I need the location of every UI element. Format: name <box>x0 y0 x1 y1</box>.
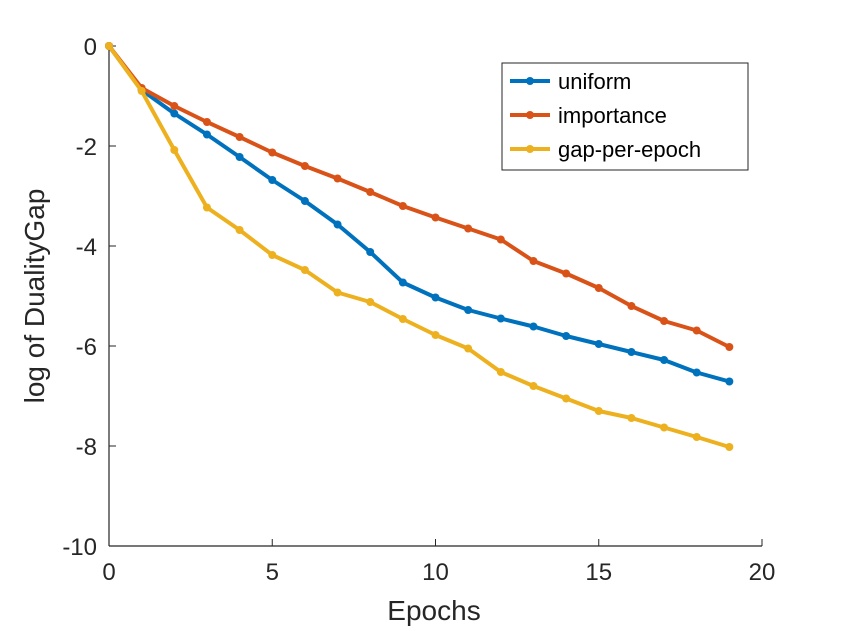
data-point-uniform <box>235 153 244 161</box>
data-point-importance <box>725 343 734 351</box>
x-axis-title: Epochs <box>387 595 480 626</box>
x-tick-label: 10 <box>422 559 449 586</box>
data-point-gap-per-epoch <box>627 414 636 422</box>
data-point-importance <box>692 326 701 335</box>
data-point-gap-per-epoch <box>529 382 538 390</box>
legend-marker <box>526 77 534 85</box>
data-point-uniform <box>300 197 309 205</box>
x-tick-label: 0 <box>102 559 115 586</box>
data-point-importance <box>300 162 309 170</box>
data-point-uniform <box>725 377 734 386</box>
series-line-importance <box>107 44 731 349</box>
data-point-importance <box>431 213 440 222</box>
data-point-importance <box>660 317 669 325</box>
data-point-importance <box>398 202 407 210</box>
y-tick-label: -8 <box>76 434 97 461</box>
legend-marker <box>526 145 534 153</box>
data-point-importance <box>464 224 473 233</box>
data-point-gap-per-epoch <box>496 368 505 376</box>
data-point-importance <box>170 102 179 110</box>
data-point-importance <box>202 118 211 126</box>
data-point-uniform <box>594 340 603 348</box>
data-point-importance <box>366 188 375 196</box>
legend-label: gap-per-epoch <box>558 137 701 162</box>
data-point-gap-per-epoch <box>562 394 571 403</box>
y-axis-title: log of DualityGap <box>19 189 50 404</box>
data-point-gap-per-epoch <box>105 42 113 50</box>
data-point-gap-per-epoch <box>202 203 211 212</box>
data-point-importance <box>627 302 636 310</box>
x-tick-label: 15 <box>585 559 612 586</box>
legend: uniform importance gap-per-epoch <box>501 62 749 171</box>
data-point-importance <box>594 284 603 292</box>
data-point-uniform <box>496 314 505 323</box>
data-point-importance <box>333 174 342 183</box>
x-tick-label: 20 <box>749 559 776 586</box>
y-tick-label: -10 <box>62 534 97 561</box>
data-point-uniform <box>202 130 211 139</box>
data-point-uniform <box>529 322 538 331</box>
series-gap-per-epoch <box>105 42 734 451</box>
axes: 0 5 10 15 20 -10 -8 -6 -4 -2 0 <box>62 34 775 586</box>
data-point-uniform <box>627 348 636 356</box>
legend-label: importance <box>558 103 667 128</box>
data-point-gap-per-epoch <box>594 407 603 415</box>
data-point-gap-per-epoch <box>692 433 701 441</box>
data-point-uniform <box>170 109 179 118</box>
data-point-gap-per-epoch <box>300 266 309 274</box>
y-tick-label: -4 <box>76 234 97 261</box>
data-point-uniform <box>268 176 277 184</box>
data-point-importance <box>562 269 571 278</box>
data-point-importance <box>268 148 277 157</box>
y-tick-label: -6 <box>76 334 97 361</box>
series-layer <box>105 42 734 451</box>
data-point-gap-per-epoch <box>366 298 375 306</box>
legend-entry: uniform <box>510 69 631 94</box>
x-tick-label: 5 <box>266 559 279 586</box>
data-point-uniform <box>366 248 375 256</box>
data-point-uniform <box>562 332 571 340</box>
series-line-gap-per-epoch <box>107 44 730 449</box>
data-point-gap-per-epoch <box>235 226 244 234</box>
data-point-importance <box>235 133 244 141</box>
data-point-uniform <box>692 368 701 377</box>
legend-marker <box>526 111 534 119</box>
data-point-gap-per-epoch <box>660 423 669 432</box>
legend-label: uniform <box>558 69 631 94</box>
data-point-importance <box>496 235 505 244</box>
data-point-gap-per-epoch <box>431 331 440 339</box>
y-tick-label: 0 <box>84 34 97 61</box>
data-point-gap-per-epoch <box>268 251 277 259</box>
series-importance <box>105 42 734 351</box>
data-point-uniform <box>464 306 473 314</box>
legend-entry: importance <box>510 103 667 128</box>
data-point-gap-per-epoch <box>137 87 146 95</box>
data-point-uniform <box>333 220 342 229</box>
data-point-gap-per-epoch <box>398 315 407 323</box>
data-point-uniform <box>398 278 407 287</box>
series-line-uniform <box>107 44 730 384</box>
data-point-gap-per-epoch <box>170 146 179 154</box>
data-point-uniform <box>431 293 440 302</box>
data-point-uniform <box>660 356 669 364</box>
data-point-gap-per-epoch <box>333 288 342 297</box>
data-point-gap-per-epoch <box>464 344 473 353</box>
legend-entry: gap-per-epoch <box>510 137 701 162</box>
data-point-importance <box>529 257 538 265</box>
data-point-gap-per-epoch <box>725 443 734 451</box>
y-tick-label: -2 <box>76 134 97 161</box>
